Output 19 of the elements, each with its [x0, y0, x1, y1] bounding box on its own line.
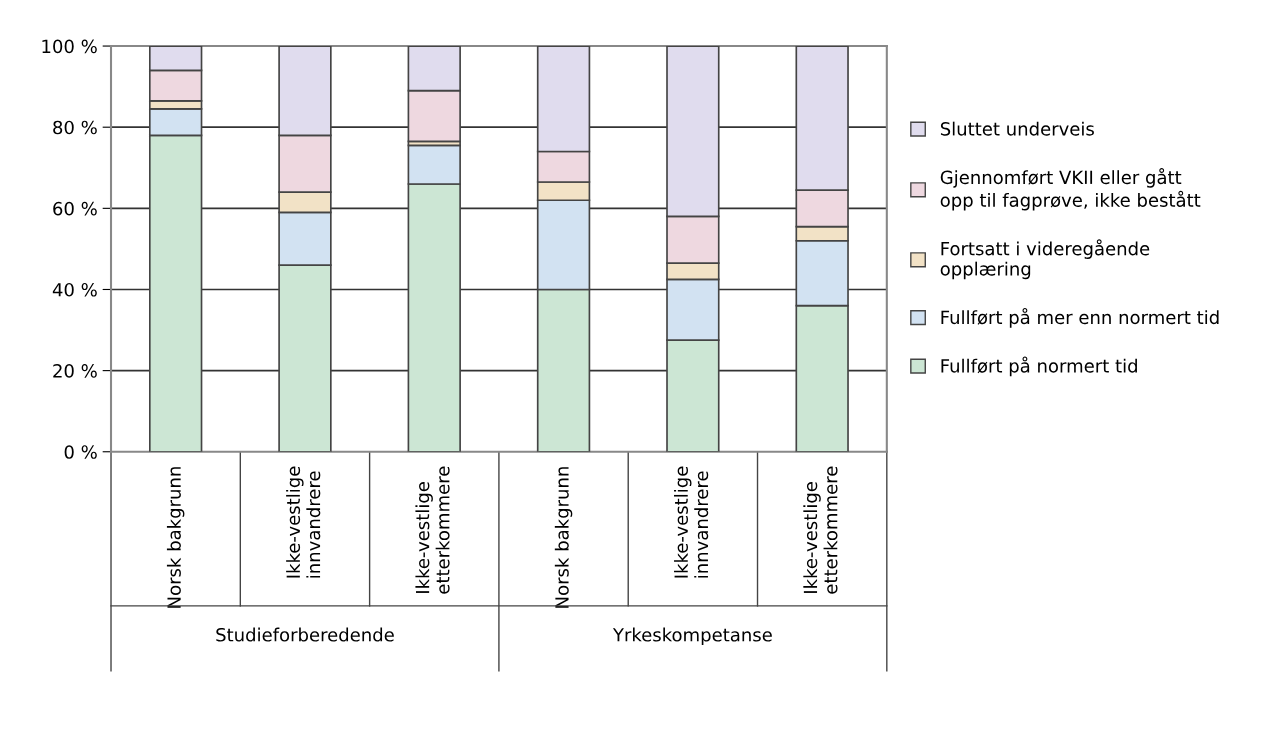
text: Yrkeskompetanse: [612, 627, 772, 646]
legend-label: Fullført på mer enn normert tid: [941, 308, 1219, 328]
text: Studieforberedende: [216, 627, 394, 642]
x-tick-label: Norsk bakgrunn: [166, 467, 185, 608]
legend-label: Fortsatt i videregående opplæring: [940, 239, 1150, 280]
y-tick-label: 60 %: [53, 201, 97, 216]
legend-label: Fullført på normert tid: [941, 356, 1137, 377]
legend-label: Sluttet underveis: [940, 121, 1094, 136]
y-tick-label: 20 %: [53, 364, 97, 378]
y-tick-label: 0 %: [64, 445, 97, 459]
x-tick-label: Ikke-vestlige etterkommere: [415, 466, 450, 594]
legend-label: Gjennomført VKII eller gått opp til fagprøve, ikke bestått: [940, 168, 1201, 211]
x-tick-label: Ikke-vestlige innvandrere: [286, 466, 321, 578]
y-tick-label: 40 %: [52, 282, 97, 297]
x-tick-label: Ikke-vestlige innvandrere: [674, 466, 709, 578]
x-tick-label: Norsk bakgrunn: [554, 467, 573, 608]
y-tick-label: 100 %: [42, 39, 97, 54]
x-tick-label: Ikke-vestlige etterkommere: [803, 466, 838, 594]
y-tick-label: 80 %: [53, 120, 97, 135]
